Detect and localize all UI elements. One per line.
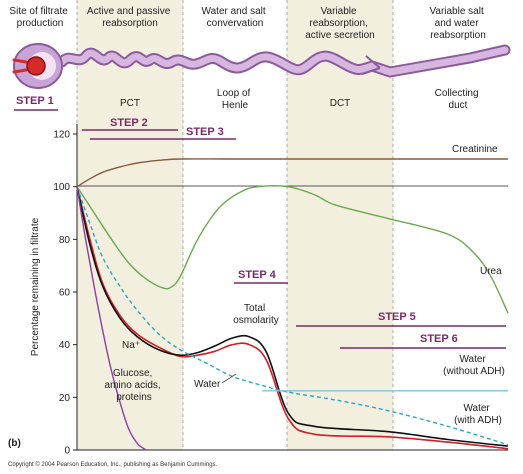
y-tick-label: 40 <box>59 340 71 351</box>
header-variable-reabsorption: Variable reabsorption, active secretion <box>305 6 374 41</box>
header-site: Site of filtrate production <box>9 6 70 29</box>
label-water: Water <box>194 379 221 390</box>
step-5-label: STEP 5 <box>378 311 416 323</box>
label-glucose: Glucose, amino acids, proteins <box>105 368 164 403</box>
header-water-salt: Water and salt convervation <box>202 6 269 29</box>
band-pct <box>77 0 183 450</box>
nephron-tubule-illustration <box>12 43 511 89</box>
segment-labels: PCT Loop of Henle DCT Collecting duct <box>120 88 482 111</box>
segment-pct: PCT <box>120 98 140 109</box>
column-headers: Site of filtrate production Active and p… <box>9 6 486 41</box>
label-na: Na⁺ <box>122 340 140 351</box>
step-markers: STEP 1 STEP 2 STEP 3 STEP 4 STEP 5 STEP … <box>14 95 506 349</box>
step-6-label: STEP 6 <box>420 333 458 345</box>
header-variable-salt-water: Variable salt and water reabsorption <box>429 6 486 41</box>
copyright-line: Copyright © 2004 Pearson Education, Inc.… <box>8 461 218 468</box>
segment-collecting-duct: Collecting duct <box>435 88 482 111</box>
step-1-label: STEP 1 <box>16 95 54 107</box>
y-tick-label: 120 <box>53 130 70 141</box>
header-active-passive: Active and passive reabsorption <box>87 6 173 29</box>
panel-label: (b) <box>8 438 21 449</box>
segment-dct: DCT <box>330 98 351 109</box>
label-water-without-adh: Water (without ADH) <box>443 354 505 377</box>
series-line-water-adh <box>76 186 509 446</box>
label-water-with-adh: Water (with ADH) <box>454 403 502 426</box>
y-tick-label: 20 <box>59 393 71 404</box>
label-total-osmolarity: Total osmolarity <box>233 303 279 326</box>
y-tick-label: 60 <box>59 288 71 299</box>
series-line-creatinine <box>76 158 508 188</box>
series-line-glucose <box>76 186 147 451</box>
chart-axes: Percentage remaining in filtrate <box>30 124 508 451</box>
series-line-osm <box>76 186 509 447</box>
series-line-na <box>76 186 509 450</box>
y-axis-label: Percentage remaining in filtrate <box>30 217 41 356</box>
y-tick-label: 80 <box>59 235 71 246</box>
label-creatinine: Creatinine <box>452 144 498 155</box>
series-labels: Creatinine Urea Na⁺ Total osmolarity Glu… <box>105 144 505 426</box>
step-2-label: STEP 2 <box>110 117 148 129</box>
y-tick-label: 100 <box>53 182 70 193</box>
step-4-label: STEP 4 <box>238 269 277 281</box>
step-3-label: STEP 3 <box>186 126 224 138</box>
band-dct <box>287 0 393 450</box>
label-urea: Urea <box>480 266 502 277</box>
series-line-urea <box>76 185 509 314</box>
glomerulus-icon <box>26 56 46 76</box>
data-series <box>76 158 509 451</box>
segment-loop-of-henle: Loop of Henle <box>217 88 253 111</box>
y-ticks: 0 20 40 60 80 100 120 <box>53 130 77 457</box>
y-tick-label: 0 <box>64 446 70 457</box>
